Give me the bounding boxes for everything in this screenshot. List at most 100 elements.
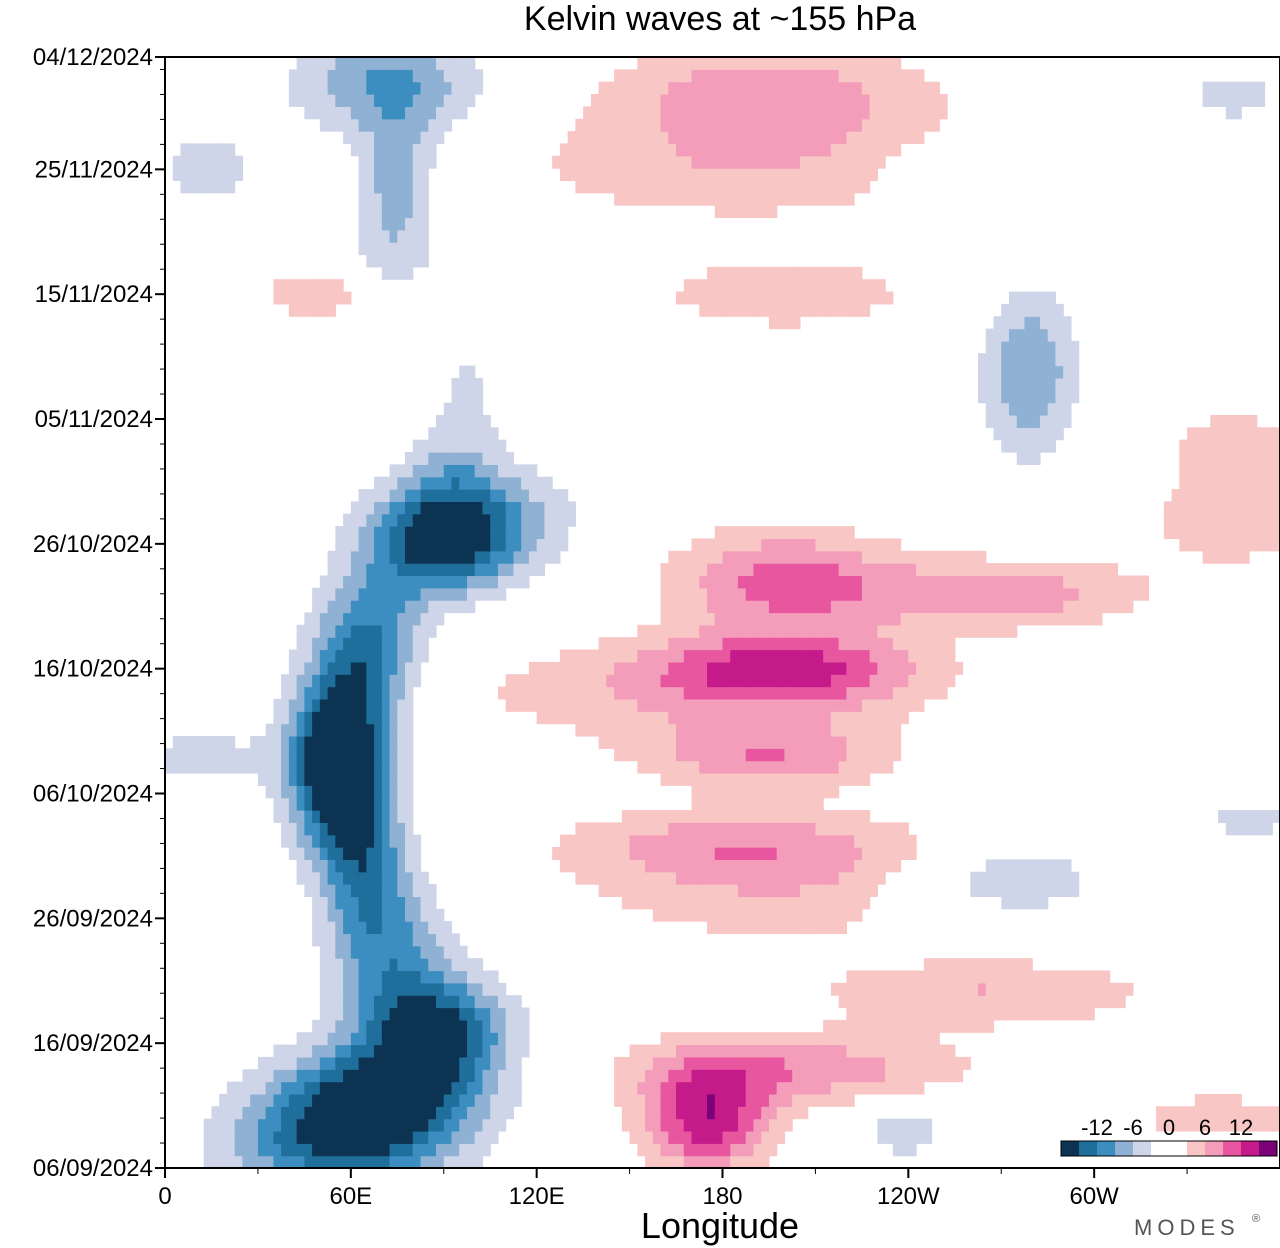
heatmap-cell: [676, 711, 685, 725]
heatmap-cell: [768, 674, 778, 688]
heatmap-cell: [273, 735, 282, 749]
y-tick-label: 04/12/2024: [33, 44, 153, 71]
heatmap-cell: [962, 1056, 971, 1070]
heatmap-cell: [1016, 303, 1026, 317]
heatmap-cell: [753, 600, 762, 614]
heatmap-cell: [350, 884, 360, 898]
heatmap-cell: [1264, 427, 1273, 441]
heatmap-cell: [838, 822, 847, 836]
heatmap-cell: [211, 180, 220, 194]
heatmap-cell: [683, 1093, 693, 1107]
heatmap-cell: [830, 896, 840, 910]
heatmap-cell: [389, 711, 398, 725]
heatmap-cell: [660, 563, 669, 577]
heatmap-cell: [366, 884, 375, 898]
heatmap-cell: [985, 995, 995, 1009]
heatmap-cell: [784, 637, 793, 651]
heatmap-cell: [366, 229, 375, 243]
heatmap-cell: [753, 266, 762, 280]
heatmap-cell: [900, 1081, 909, 1095]
heatmap-cell: [792, 760, 801, 774]
heatmap-cell: [854, 291, 863, 305]
heatmap-cell: [482, 970, 491, 984]
heatmap-cell: [722, 760, 731, 774]
heatmap-cell: [397, 106, 406, 120]
heatmap-cell: [707, 192, 716, 206]
heatmap-cell: [699, 822, 708, 836]
heatmap-cell: [1179, 1118, 1188, 1132]
heatmap-cell: [730, 834, 739, 848]
heatmap-cell: [1001, 402, 1010, 416]
heatmap-cell: [350, 538, 360, 552]
heatmap-cell: [195, 143, 205, 157]
heatmap-cell: [1070, 377, 1080, 391]
heatmap-cell: [993, 365, 1002, 379]
heatmap-cell: [753, 118, 762, 132]
heatmap-cell: [885, 822, 894, 836]
heatmap-cell: [211, 1143, 220, 1157]
heatmap-cell: [776, 291, 786, 305]
heatmap-cell: [366, 1056, 375, 1070]
heatmap-cell: [436, 970, 445, 984]
heatmap-cell: [660, 57, 669, 70]
heatmap-cell: [583, 661, 592, 675]
heatmap-cell: [714, 143, 724, 157]
heatmap-cell: [405, 192, 414, 206]
heatmap-cell: [459, 958, 468, 972]
heatmap-cell: [1039, 600, 1049, 614]
heatmap-cell: [273, 810, 282, 823]
heatmap-cell: [583, 847, 592, 860]
heatmap-cell: [923, 563, 933, 577]
heatmap-cell: [877, 81, 886, 95]
heatmap-cell: [242, 1143, 251, 1157]
heatmap-cell: [428, 155, 437, 169]
heatmap-cell: [645, 1130, 654, 1144]
heatmap-cell: [1101, 995, 1111, 1009]
heatmap-cell: [877, 661, 886, 675]
heatmap-cell: [737, 192, 747, 206]
heatmap-cell: [1070, 340, 1080, 354]
heatmap-cell: [374, 106, 383, 120]
heatmap-cell: [923, 649, 933, 663]
heatmap-cell: [660, 118, 669, 132]
heatmap-cell: [374, 785, 383, 799]
heatmap-cell: [838, 143, 847, 157]
heatmap-cell: [676, 118, 685, 132]
heatmap-cell: [296, 760, 305, 774]
heatmap-cell: [1047, 328, 1057, 342]
heatmap-cell: [335, 1007, 344, 1021]
heatmap-cell: [908, 982, 917, 996]
heatmap-cell: [405, 686, 414, 700]
heatmap-cell: [273, 1118, 282, 1132]
heatmap-cell: [257, 1118, 267, 1132]
heatmap-cell: [1225, 1106, 1235, 1120]
heatmap-cell: [389, 1130, 398, 1144]
heatmap-cell: [1179, 1106, 1188, 1120]
heatmap-cell: [482, 501, 491, 515]
heatmap-cell: [521, 1032, 530, 1046]
heatmap-cell: [753, 279, 762, 293]
heatmap-cell: [737, 871, 747, 885]
heatmap-cell: [443, 1032, 453, 1046]
heatmap-cell: [428, 1143, 437, 1157]
heatmap-cell: [1008, 1007, 1018, 1021]
heatmap-cell: [312, 1069, 321, 1083]
heatmap-cell: [1001, 970, 1010, 984]
heatmap-cell: [815, 155, 824, 169]
heatmap-cell: [784, 131, 793, 145]
heatmap-cell: [892, 723, 902, 737]
heatmap-cell: [436, 526, 445, 540]
heatmap-cell: [436, 69, 445, 83]
heatmap-cell: [172, 155, 182, 169]
heatmap-cell: [993, 1007, 1002, 1021]
heatmap-cell: [691, 871, 700, 885]
heatmap-cell: [1024, 303, 1033, 317]
heatmap-cell: [714, 118, 724, 132]
heatmap-cell: [745, 711, 755, 725]
heatmap-cell: [722, 303, 731, 317]
heatmap-cell: [784, 674, 793, 688]
heatmap-cell: [474, 970, 484, 984]
heatmap-cell: [621, 1106, 631, 1120]
heatmap-cell: [459, 1069, 468, 1083]
colorbar-swatch: [1097, 1141, 1116, 1156]
